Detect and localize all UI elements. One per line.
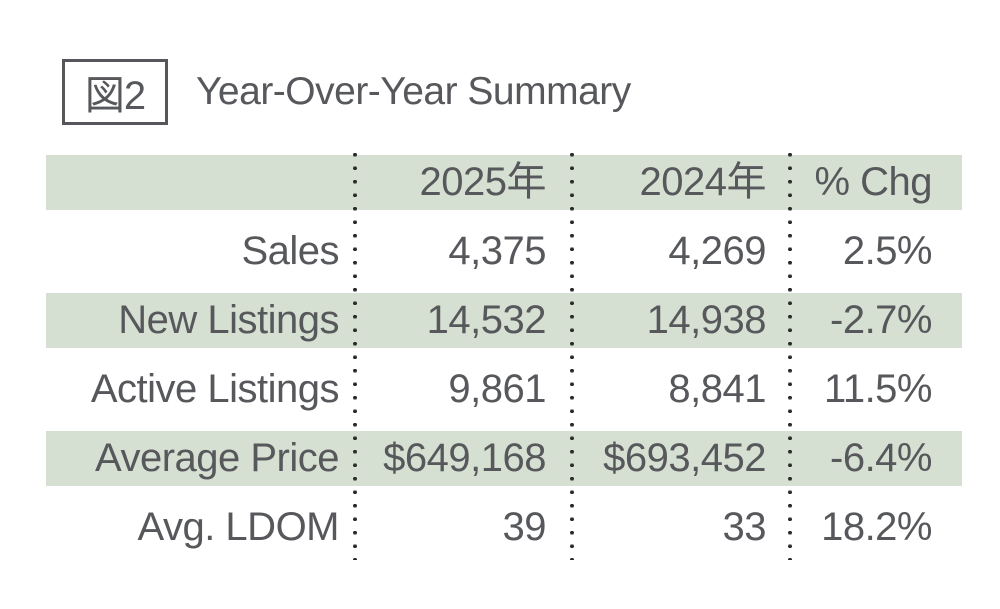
yoy-summary-table: 2025年 2024年 % Chg Sales 4,375 4,269 2.5%… <box>46 155 962 569</box>
value-2024: 4,269 <box>668 229 766 273</box>
value-2025: 14,532 <box>426 298 547 342</box>
header-cell-blank <box>46 155 355 210</box>
value-2025: $649,168 <box>383 436 546 480</box>
figure-tag-box: 図2 <box>62 59 168 125</box>
value-pct-chg: 2.5% <box>842 229 933 273</box>
row-label: New Listings <box>118 298 339 342</box>
column-separator-dotted-1 <box>353 148 357 560</box>
table-row-new-listings: New Listings 14,532 14,938 -2.7% <box>46 293 962 348</box>
header-cell-2025: 2025年 <box>419 160 547 204</box>
column-separator-dotted-3 <box>788 148 792 560</box>
table-row-avg-ldom: Avg. LDOM 39 33 18.2% <box>46 500 962 555</box>
figure-title: Year-Over-Year Summary <box>196 70 631 113</box>
table-header-row: 2025年 2024年 % Chg <box>46 155 962 210</box>
value-pct-chg: -2.7% <box>830 298 933 342</box>
table-row-sales: Sales 4,375 4,269 2.5% <box>46 224 962 279</box>
row-label: Sales <box>241 229 339 273</box>
figure-header: 図2 Year-Over-Year Summary <box>62 59 631 125</box>
column-separator-dotted-2 <box>570 148 574 560</box>
row-label: Avg. LDOM <box>137 505 340 549</box>
value-2025: 4,375 <box>448 229 546 273</box>
row-label: Active Listings <box>90 367 340 411</box>
value-2024: 33 <box>722 505 767 549</box>
table-row-active-listings: Active Listings 9,861 8,841 11.5% <box>46 362 962 417</box>
value-pct-chg: -6.4% <box>830 436 933 480</box>
value-2025: 9,861 <box>448 367 546 411</box>
header-cell-2024: 2024年 <box>639 160 767 204</box>
table-row-average-price: Average Price $649,168 $693,452 -6.4% <box>46 431 962 486</box>
value-2025: 39 <box>502 505 547 549</box>
header-cell-pct-chg: % Chg <box>814 160 932 204</box>
value-2024: 14,938 <box>646 298 767 342</box>
value-2024: $693,452 <box>603 436 766 480</box>
value-pct-chg: 11.5% <box>824 367 932 411</box>
value-pct-chg: 18.2% <box>821 505 932 549</box>
value-2024: 8,841 <box>668 367 766 411</box>
row-label: Average Price <box>94 436 340 480</box>
figure-tag-label: 図2 <box>84 74 146 118</box>
